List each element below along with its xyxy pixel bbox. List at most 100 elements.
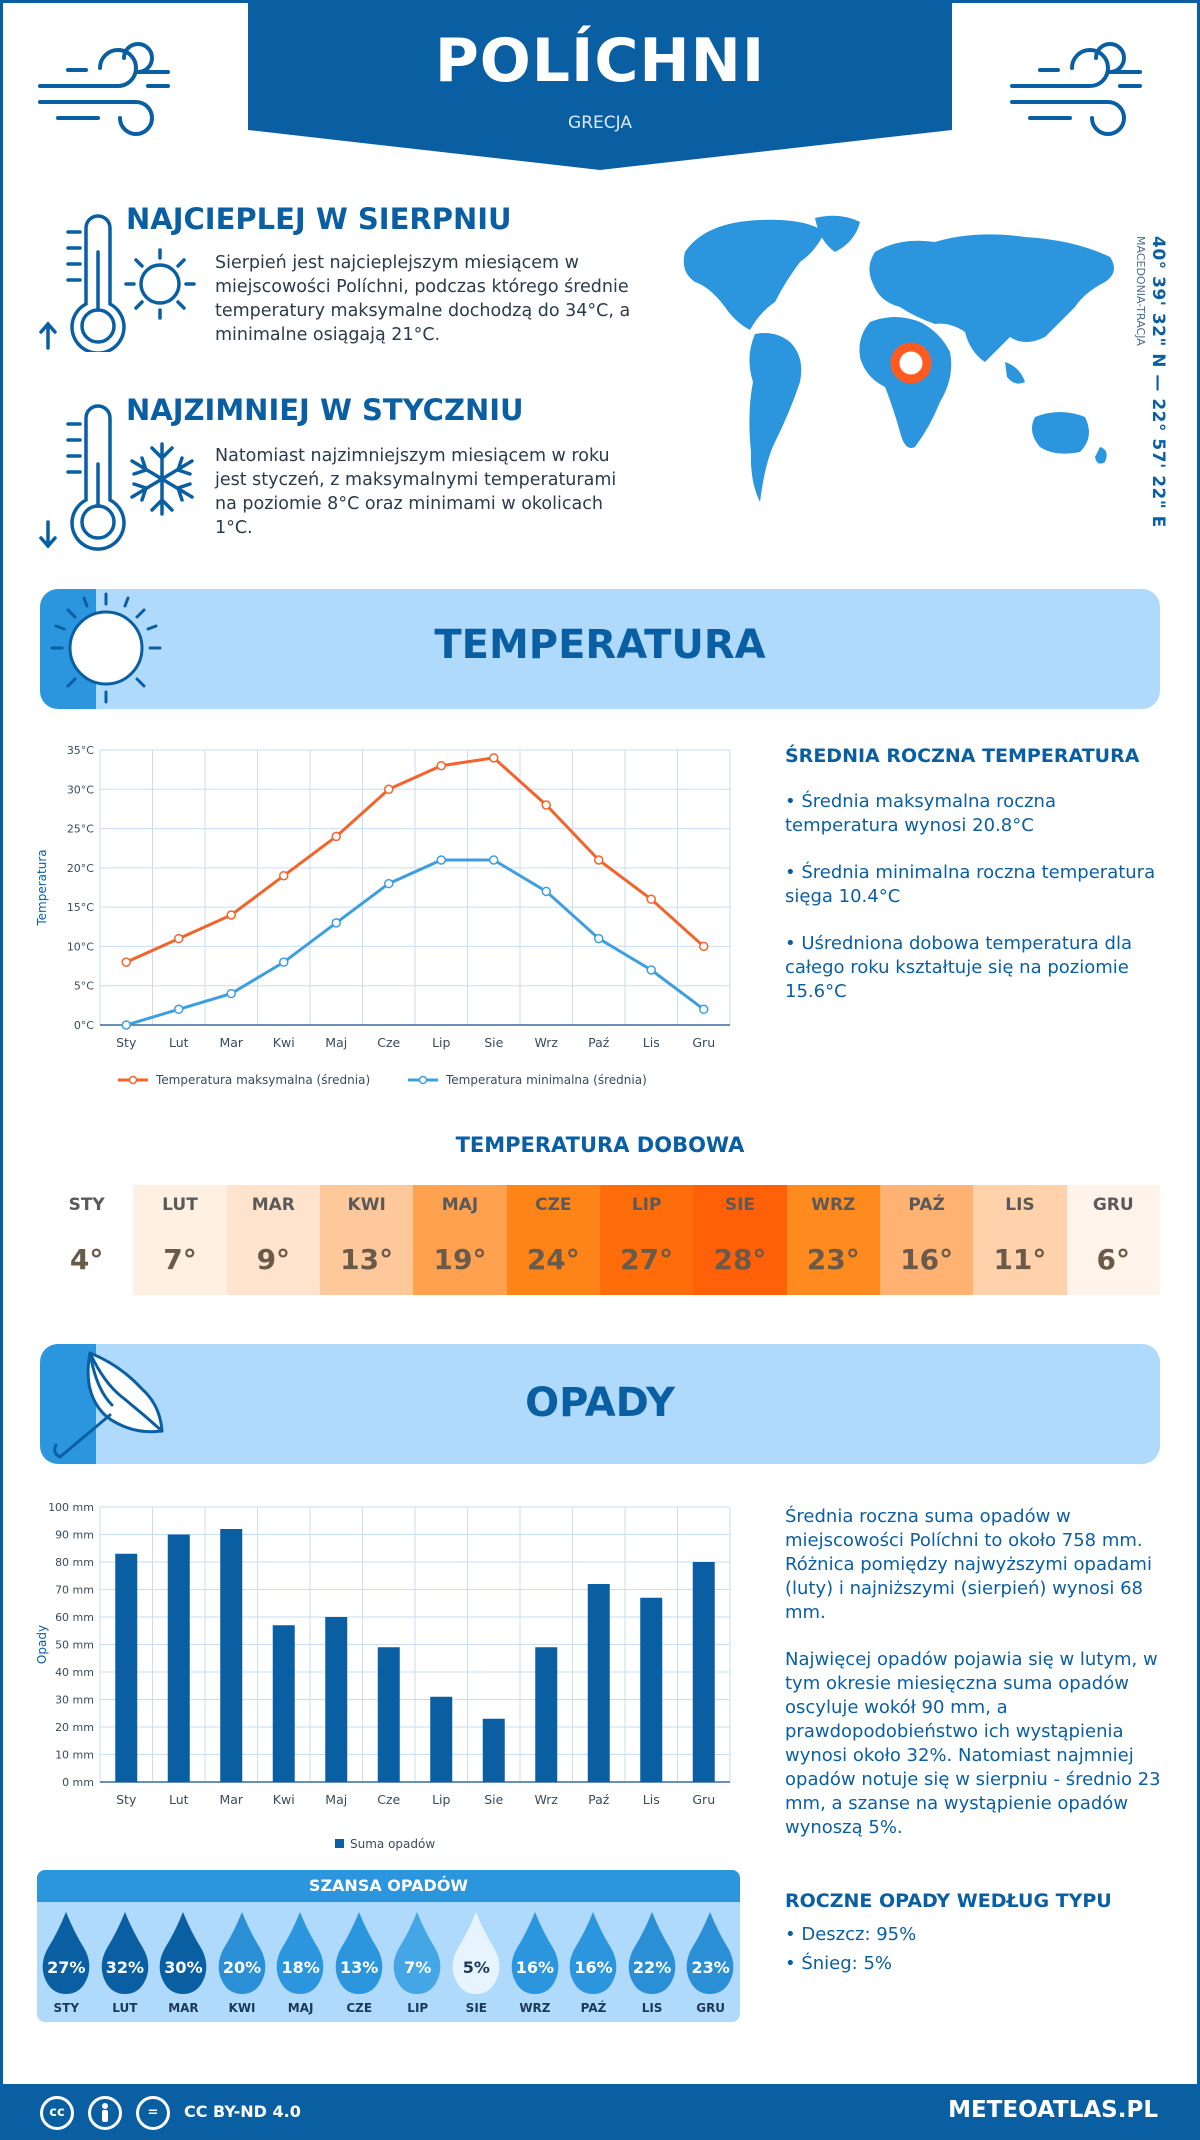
header-banner	[248, 0, 952, 170]
y-tick-label: 20 mm	[55, 1721, 94, 1734]
precip-chance-value: 27%	[47, 1958, 86, 1977]
x-tick-label: Gru	[692, 1035, 715, 1050]
daily-temp-month: LUT	[162, 1195, 198, 1215]
precip-chance-month: LIS	[641, 2001, 663, 2015]
daily-temp-value: 7°	[163, 1243, 197, 1276]
daily-temp-value: 24°	[526, 1243, 580, 1276]
precip-chance-cell: 5% SIE	[447, 1906, 506, 2022]
bar	[272, 1625, 295, 1782]
precip-chance-month: LUT	[112, 2001, 138, 2015]
data-point	[436, 760, 446, 771]
precip-chance-value: 30%	[164, 1958, 203, 1977]
precip-chance-cell: 16% WRZ	[506, 1906, 565, 2022]
precip-chance-month: MAR	[168, 2001, 199, 2015]
raindrop-icon	[687, 1912, 734, 1994]
y-tick-label: 20°C	[67, 862, 94, 875]
x-tick-label: Sie	[484, 1792, 503, 1807]
daily-temp-month: LIS	[1005, 1195, 1035, 1215]
daily-temp-value: 6°	[1096, 1243, 1131, 1276]
data-point	[541, 886, 551, 897]
data-point	[174, 1004, 184, 1015]
x-tick-label: Lut	[169, 1035, 189, 1050]
daily-temp-month: MAJ	[441, 1195, 479, 1215]
daily-temp-month: GRU	[1092, 1195, 1134, 1215]
hottest-text: Sierpień jest najcieplejszym miesiącem w…	[215, 253, 631, 345]
data-point	[226, 910, 236, 920]
precip-chance-month: SIE	[465, 2001, 487, 2015]
sun-icon	[50, 592, 162, 704]
x-tick-label: Sty	[116, 1035, 137, 1050]
precip-chance-value: 20%	[222, 1958, 262, 1977]
coordinates: 40° 39' 32" N — 22° 57' 22" E	[1148, 236, 1168, 528]
precip-chance-cell: 13% CZE	[330, 1906, 389, 2022]
data-point	[541, 800, 551, 810]
x-tick-label: Mar	[219, 1035, 243, 1050]
precipitation-banner	[40, 1344, 1160, 1464]
precip-chance-month: MAJ	[287, 2001, 314, 2015]
precip-chance-month: PAŹ	[580, 2001, 607, 2015]
raindrop-icon	[42, 1912, 90, 1994]
precip-chance-drops: 27% STY 32% LUT 30% MAR 20% KWI 18% MAJ 13% CZE 7% LI…	[37, 1906, 740, 2022]
x-tick-label: Wrz	[535, 1035, 559, 1050]
data-point	[594, 933, 604, 944]
precip-chance-value: 13%	[340, 1958, 379, 1977]
legend-swatch	[335, 1839, 344, 1848]
daily-temp-table: STY 4° LUT 7° MAR 9° KWI 13° MAJ 19° CZE 24° LIP 27° S…	[40, 1185, 1160, 1295]
y-tick-label: 5°C	[74, 980, 94, 993]
x-tick-label: Kwi	[273, 1035, 295, 1050]
precip-chance-month: WRZ	[519, 2001, 551, 2015]
precip-chance-cell: 18% MAJ	[271, 1906, 330, 2022]
y-axis-label: Temperatura	[35, 849, 49, 926]
precip-chance-cell: 20% KWI	[213, 1906, 272, 2022]
temp-summary-max: • Średnia maksymalna roczna temperatura …	[785, 791, 1056, 836]
y-tick-label: 80 mm	[55, 1556, 94, 1569]
footer: cc = CC BY-ND 4.0 METEOATLAS.PL	[0, 2084, 1200, 2140]
daily-temp-month: LIP	[631, 1195, 662, 1215]
data-point	[121, 1020, 131, 1030]
region-name: MACEDONIA-TRACJA	[1134, 236, 1147, 346]
precipitation-chart: 0 mm 10 mm 20 mm 30 mm 40 mm 50 mm 60 mm 70 mm 8…	[35, 1501, 731, 1851]
no-derivatives-icon: =	[136, 2096, 170, 2130]
site-link[interactable]: METEOATLAS.PL	[948, 2097, 1158, 2123]
x-tick-label: Paź	[588, 1792, 610, 1807]
umbrella-rain-icon	[53, 1351, 164, 1459]
raindrop-icon	[276, 1912, 324, 1994]
precip-chance-value: 16%	[574, 1958, 613, 1977]
daily-temp-month: WRZ	[811, 1195, 856, 1215]
daily-temp-month: PAŹ	[908, 1195, 945, 1215]
data-point	[174, 933, 184, 944]
precip-chance-cell: 30% MAR	[154, 1906, 213, 2022]
coldest-title: NAJZIMNIEJ W STYCZNIU	[126, 393, 524, 427]
bar	[692, 1562, 715, 1782]
data-point	[384, 878, 394, 889]
daily-temp-value: 11°	[993, 1243, 1047, 1276]
bar	[430, 1696, 453, 1782]
precip-chance-cell: 7% LIP	[388, 1906, 447, 2022]
x-tick-label: Sie	[484, 1035, 503, 1050]
x-tick-label: Gru	[692, 1792, 715, 1807]
precip-chance-month: GRU	[696, 2001, 726, 2015]
temperature-title: TEMPERATURA	[434, 622, 766, 668]
daily-temp-month: KWI	[347, 1195, 386, 1215]
x-tick-label: Kwi	[273, 1792, 295, 1807]
precip-chance-value: 5%	[462, 1958, 490, 1977]
series-line	[125, 756, 705, 964]
daily-temp-title: TEMPERATURA DOBOWA	[455, 1133, 745, 1157]
data-point	[594, 855, 604, 865]
legend-label: Temperatura minimalna (średnia)	[445, 1073, 647, 1087]
y-tick-label: 30 mm	[55, 1694, 94, 1707]
data-point	[279, 870, 289, 881]
cc-icon: cc	[40, 2096, 74, 2130]
x-tick-label: Sty	[116, 1792, 137, 1807]
x-tick-label: Lip	[432, 1035, 450, 1050]
x-tick-label: Lip	[432, 1792, 450, 1807]
bar	[115, 1553, 138, 1782]
x-tick-label: Lut	[169, 1792, 189, 1807]
daily-temp-month: SIE	[724, 1195, 756, 1215]
daily-temp-value: 27°	[620, 1243, 674, 1276]
x-tick-label: Paź	[588, 1035, 610, 1050]
legend-label: Suma opadów	[350, 1837, 435, 1851]
precipitation-title: OPADY	[525, 1380, 675, 1426]
bar	[482, 1718, 505, 1782]
data-point	[121, 957, 131, 967]
